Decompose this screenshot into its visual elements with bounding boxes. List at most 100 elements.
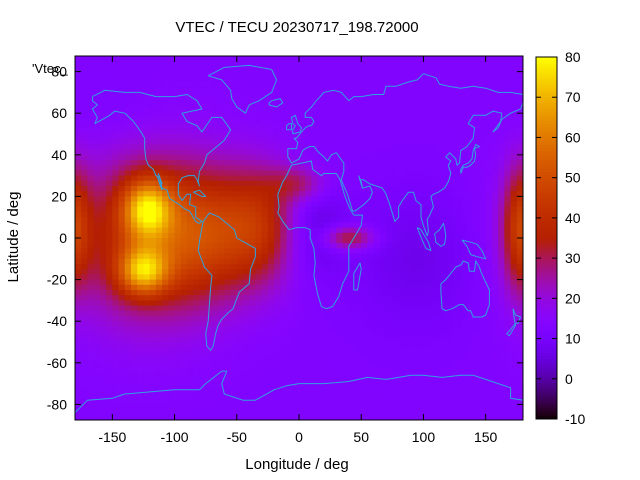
- heatmap-cell: [137, 336, 144, 343]
- heatmap-cell: [131, 206, 138, 213]
- heatmap-cell: [355, 378, 362, 384]
- heatmap-cell: [479, 326, 487, 332]
- heatmap-cell: [392, 61, 399, 67]
- heatmap-cell: [448, 118, 455, 124]
- heatmap-cell: [93, 56, 101, 62]
- heatmap-cell: [93, 123, 101, 130]
- heatmap-cell: [323, 92, 331, 98]
- heatmap-cell: [448, 206, 455, 213]
- heatmap-cell: [473, 238, 480, 244]
- heatmap-cell: [199, 232, 207, 239]
- heatmap-cell: [224, 258, 231, 265]
- heatmap-cell: [187, 326, 194, 332]
- heatmap-cell: [168, 342, 175, 348]
- heatmap-cell: [292, 82, 300, 88]
- heatmap-cell: [249, 76, 256, 83]
- heatmap-cell: [311, 149, 319, 156]
- heatmap-cell: [361, 394, 368, 400]
- heatmap-cell: [361, 102, 368, 109]
- heatmap-cell: [448, 378, 455, 384]
- heatmap-cell: [168, 76, 175, 83]
- heatmap-cell: [274, 118, 281, 124]
- heatmap-cell: [218, 160, 225, 166]
- heatmap-cell: [99, 71, 107, 78]
- heatmap-cell: [435, 290, 443, 296]
- heatmap-cell: [485, 274, 493, 280]
- heatmap-cell: [118, 383, 126, 390]
- heatmap-cell: [348, 217, 356, 223]
- heatmap-cell: [510, 217, 518, 223]
- heatmap-cell: [398, 238, 406, 244]
- heatmap-cell: [243, 61, 250, 67]
- heatmap-cell: [485, 201, 493, 208]
- heatmap-cell: [118, 97, 126, 104]
- heatmap-cell: [448, 113, 455, 119]
- heatmap-cell: [286, 378, 294, 384]
- heatmap-cell: [118, 175, 126, 182]
- heatmap-cell: [379, 201, 387, 208]
- heatmap-cell: [491, 336, 499, 343]
- heatmap-cell: [75, 264, 82, 270]
- heatmap-cell: [330, 342, 337, 348]
- heatmap-cell: [491, 97, 499, 104]
- heatmap-cell: [255, 134, 263, 140]
- heatmap-cell: [267, 284, 275, 291]
- heatmap-cell: [124, 149, 132, 156]
- heatmap-cell: [348, 123, 356, 130]
- heatmap-cell: [504, 232, 511, 239]
- heatmap-cell: [448, 61, 455, 67]
- heatmap-cell: [224, 394, 231, 400]
- heatmap-cell: [479, 305, 487, 312]
- heatmap-cell: [280, 336, 287, 343]
- heatmap-cell: [510, 248, 518, 254]
- heatmap-cell: [485, 264, 493, 270]
- heatmap-cell: [224, 248, 231, 254]
- heatmap-cell: [211, 154, 219, 161]
- heatmap-cell: [99, 232, 107, 239]
- heatmap-cell: [398, 212, 406, 218]
- heatmap-cell: [342, 92, 350, 98]
- heatmap-cell: [379, 160, 387, 166]
- heatmap-cell: [460, 160, 468, 166]
- heatmap-cell: [442, 394, 449, 400]
- heatmap-cell: [373, 399, 381, 405]
- heatmap-cell: [267, 264, 275, 270]
- heatmap-cell: [261, 321, 269, 327]
- heatmap-cell: [467, 206, 474, 213]
- heatmap-cell: [485, 113, 493, 119]
- heatmap-cell: [118, 56, 126, 62]
- heatmap-cell: [485, 123, 493, 130]
- heatmap-cell: [193, 352, 200, 358]
- heatmap-cell: [124, 336, 132, 343]
- heatmap-cell: [180, 357, 188, 364]
- heatmap-cell: [106, 66, 113, 72]
- heatmap-cell: [162, 180, 169, 187]
- heatmap-cell: [429, 76, 437, 83]
- heatmap-cell: [348, 66, 356, 72]
- heatmap-cell: [87, 97, 95, 104]
- heatmap-cell: [286, 191, 294, 197]
- heatmap-cell: [473, 128, 480, 135]
- heatmap-cell: [498, 108, 505, 114]
- heatmap-cell: [417, 165, 424, 171]
- heatmap-cell: [305, 336, 312, 343]
- heatmap-cell: [373, 352, 381, 358]
- heatmap-cell: [516, 165, 524, 171]
- heatmap-cell: [348, 253, 356, 260]
- heatmap-cell: [504, 274, 511, 280]
- heatmap-cell: [193, 217, 200, 223]
- heatmap-cell: [93, 76, 101, 83]
- heatmap-cell: [236, 149, 244, 156]
- heatmap-cell: [404, 232, 412, 239]
- heatmap-cell: [373, 212, 381, 218]
- heatmap-cell: [162, 414, 169, 421]
- heatmap-cell: [417, 383, 424, 390]
- heatmap-cell: [292, 373, 300, 379]
- heatmap-cell: [467, 66, 474, 72]
- heatmap-cell: [81, 222, 88, 228]
- heatmap-cell: [81, 295, 88, 301]
- heatmap-cell: [199, 56, 207, 62]
- heatmap-cell: [87, 331, 95, 338]
- heatmap-cell: [236, 238, 244, 244]
- heatmap-cell: [93, 331, 101, 338]
